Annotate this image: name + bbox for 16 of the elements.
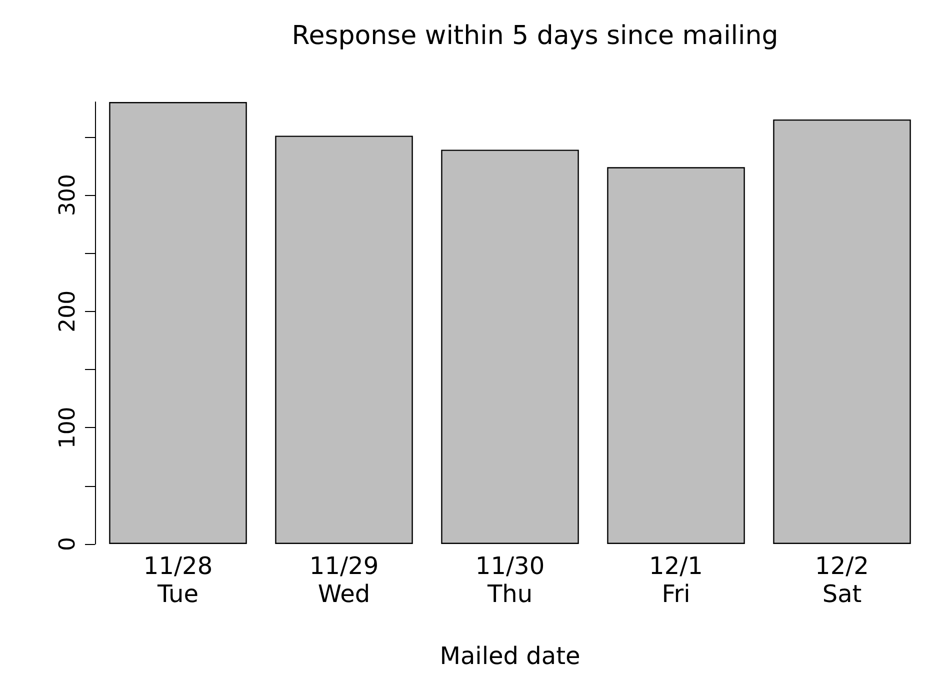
- y-tick-label: 0: [56, 537, 80, 551]
- bar: [275, 136, 413, 544]
- x-tick-label: 12/2 Sat: [815, 552, 869, 608]
- bar: [109, 102, 247, 544]
- y-tick-label: 300: [56, 174, 80, 216]
- chart-title: Response within 5 days since mailing: [292, 21, 778, 51]
- x-tick-label: 11/28 Tue: [143, 552, 213, 608]
- x-tick-label: 11/29 Wed: [309, 552, 379, 608]
- y-tick-label: 100: [56, 406, 80, 449]
- x-axis-title: Mailed date: [440, 642, 580, 670]
- x-tick-label: 12/1 Fri: [649, 552, 703, 608]
- bar: [773, 119, 911, 544]
- bar: [607, 167, 745, 544]
- x-tick-label: 11/30 Thu: [475, 552, 545, 608]
- bar: [441, 150, 579, 544]
- y-tick-label: 200: [56, 290, 80, 332]
